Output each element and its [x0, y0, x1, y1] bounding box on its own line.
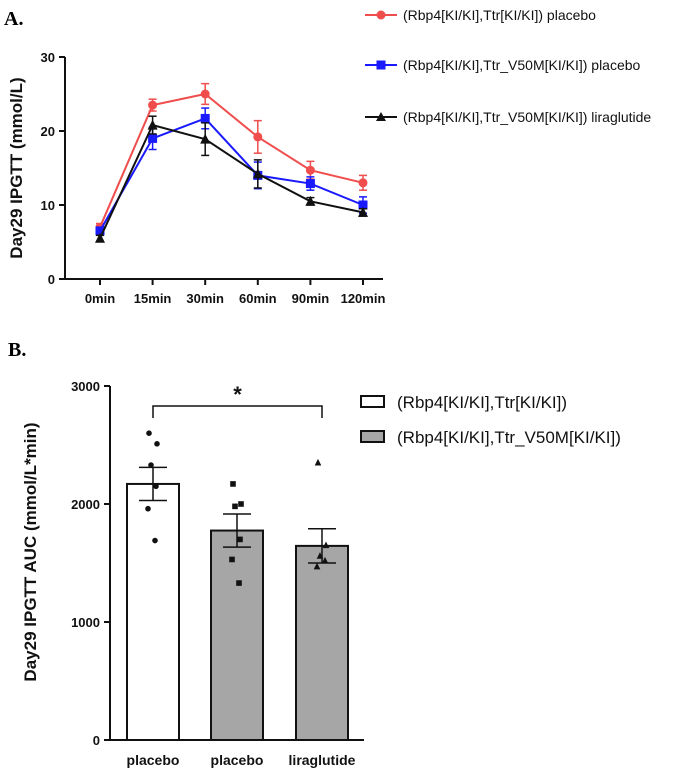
a-series-line: [99, 92, 364, 228]
legend-label-a-2: (Rbp4[KI/KI],Ttr_V50M[KI/KI]) placebo: [403, 57, 641, 73]
b-x-tick-label: placebo: [127, 752, 180, 768]
a-data-point: [148, 100, 158, 110]
b-y-tick-label: 1000: [71, 615, 100, 630]
square-marker-icon: [376, 60, 386, 70]
panel-a-label: A.: [4, 8, 23, 30]
b-data-point: [236, 580, 242, 586]
b-data-point: [153, 483, 159, 490]
legend-label-b-2: (Rbp4[KI/KI],Ttr_V50M[KI/KI]): [397, 428, 621, 447]
a-data-point: [200, 113, 210, 123]
a-x-tick-label: 0min: [85, 291, 115, 306]
b-data-point: [238, 501, 244, 507]
white-swatch-icon: [360, 395, 385, 408]
a-series-2: [95, 107, 368, 236]
b-bar-group-1: [126, 430, 180, 741]
a-x-tick-label: 30min: [186, 291, 224, 306]
b-bar: [210, 529, 264, 741]
panel-b-y-ticks: 0 1000 2000 3000: [71, 379, 110, 748]
triangle-marker-icon: [376, 112, 386, 121]
b-data-point: [154, 441, 160, 447]
legend-entry-a-3: (Rbp4[KI/KI],Ttr_V50M[KI/KI]) liraglutid…: [365, 109, 651, 125]
a-y-tick-label: 10: [41, 198, 55, 213]
a-data-point: [253, 132, 263, 142]
panel-a-axes: [64, 57, 383, 280]
panel-b-y-axis-title: Day29 IPGTT AUC (mmol/L*min): [21, 422, 40, 681]
b-bar-group-3: [295, 458, 349, 742]
a-data-point: [358, 206, 368, 217]
b-data-point: [322, 541, 330, 549]
legend-entry-b-2: (Rbp4[KI/KI],Ttr_V50M[KI/KI]): [360, 428, 621, 447]
a-series-3: [95, 115, 368, 243]
panel-a-series: [95, 82, 368, 243]
b-data-point: [321, 556, 329, 564]
a-x-tick-label: 120min: [341, 291, 386, 306]
a-data-point: [200, 133, 211, 144]
legend-entry-a-1: (Rbp4[KI/KI],Ttr[KI/KI]) placebo: [365, 7, 596, 23]
panel-a-y-ticks: 0 10 20 30: [41, 50, 65, 287]
panel-a-x-ticks: 0min 15min 30min 60min 90min 120min: [85, 279, 386, 306]
gray-swatch-icon: [360, 430, 385, 443]
b-data-point: [145, 505, 151, 512]
b-data-point: [230, 481, 236, 487]
a-series-line: [99, 117, 364, 232]
a-x-tick-label: 90min: [292, 291, 330, 306]
b-bar: [126, 482, 180, 741]
a-data-point: [358, 200, 368, 210]
a-data-point: [305, 195, 316, 206]
b-bar-group-2: [210, 481, 264, 741]
a-data-point: [95, 226, 105, 236]
b-data-point: [146, 430, 152, 437]
panel-a-y-axis-title: Day29 IPGTT (mmol/L): [7, 77, 26, 258]
a-x-tick-label: 15min: [134, 291, 172, 306]
panel-a: A. Day29 IPGTT (mmol/L) 0 10 20 30 0min 15mi…: [4, 7, 651, 306]
a-data-point: [305, 179, 315, 189]
a-data-point: [252, 168, 263, 179]
a-y-tick-label: 20: [41, 124, 55, 139]
b-data-point: [237, 536, 243, 543]
a-data-point: [200, 89, 210, 99]
a-y-tick-label: 30: [41, 50, 55, 65]
b-y-tick-label: 0: [93, 733, 100, 748]
panel-b-x-ticks: placebo placebo liraglutide: [127, 752, 356, 768]
a-data-point: [358, 178, 368, 188]
b-data-point: [148, 462, 154, 468]
a-data-point: [305, 165, 315, 175]
b-bar: [295, 544, 349, 742]
b-x-tick-label: placebo: [211, 752, 264, 768]
b-data-point: [229, 556, 235, 563]
b-data-point: [314, 458, 322, 466]
legend-entry-b-1: (Rbp4[KI/KI],Ttr[KI/KI]): [360, 393, 567, 412]
b-y-tick-label: 2000: [71, 497, 100, 512]
b-data-point: [316, 552, 324, 559]
b-data-point: [232, 503, 238, 510]
panel-b-legend: (Rbp4[KI/KI],Ttr[KI/KI]) (Rbp4[KI/KI],Tt…: [360, 393, 621, 447]
circle-marker-icon: [376, 10, 386, 20]
panel-b: B. Day29 IPGTT AUC (mmol/L*min) 0 1000 200…: [8, 339, 621, 768]
a-y-tick-label: 0: [48, 272, 55, 287]
a-data-point: [148, 133, 158, 143]
a-data-point: [95, 232, 105, 243]
significance-asterisk: *: [233, 382, 242, 407]
significance-bracket: *: [152, 382, 323, 418]
legend-label-b-1: (Rbp4[KI/KI],Ttr[KI/KI]): [397, 393, 567, 412]
legend-label-a-3: (Rbp4[KI/KI],Ttr_V50M[KI/KI]) liraglutid…: [403, 109, 651, 125]
b-data-point: [152, 537, 158, 544]
a-x-tick-label: 60min: [239, 291, 277, 306]
panel-b-bars: [126, 430, 349, 742]
a-data-point: [147, 119, 158, 130]
significance-line: [152, 405, 323, 418]
legend-label-a-1: (Rbp4[KI/KI],Ttr[KI/KI]) placebo: [403, 7, 596, 23]
b-y-tick-label: 3000: [71, 379, 100, 394]
panel-a-legend: (Rbp4[KI/KI],Ttr[KI/KI]) placebo (Rbp4[K…: [365, 7, 651, 125]
a-series-line: [99, 123, 364, 239]
b-x-tick-label: liraglutide: [289, 752, 356, 768]
b-data-point: [313, 562, 321, 570]
legend-entry-a-2: (Rbp4[KI/KI],Ttr_V50M[KI/KI]) placebo: [365, 57, 641, 73]
panel-b-label: B.: [8, 339, 26, 361]
